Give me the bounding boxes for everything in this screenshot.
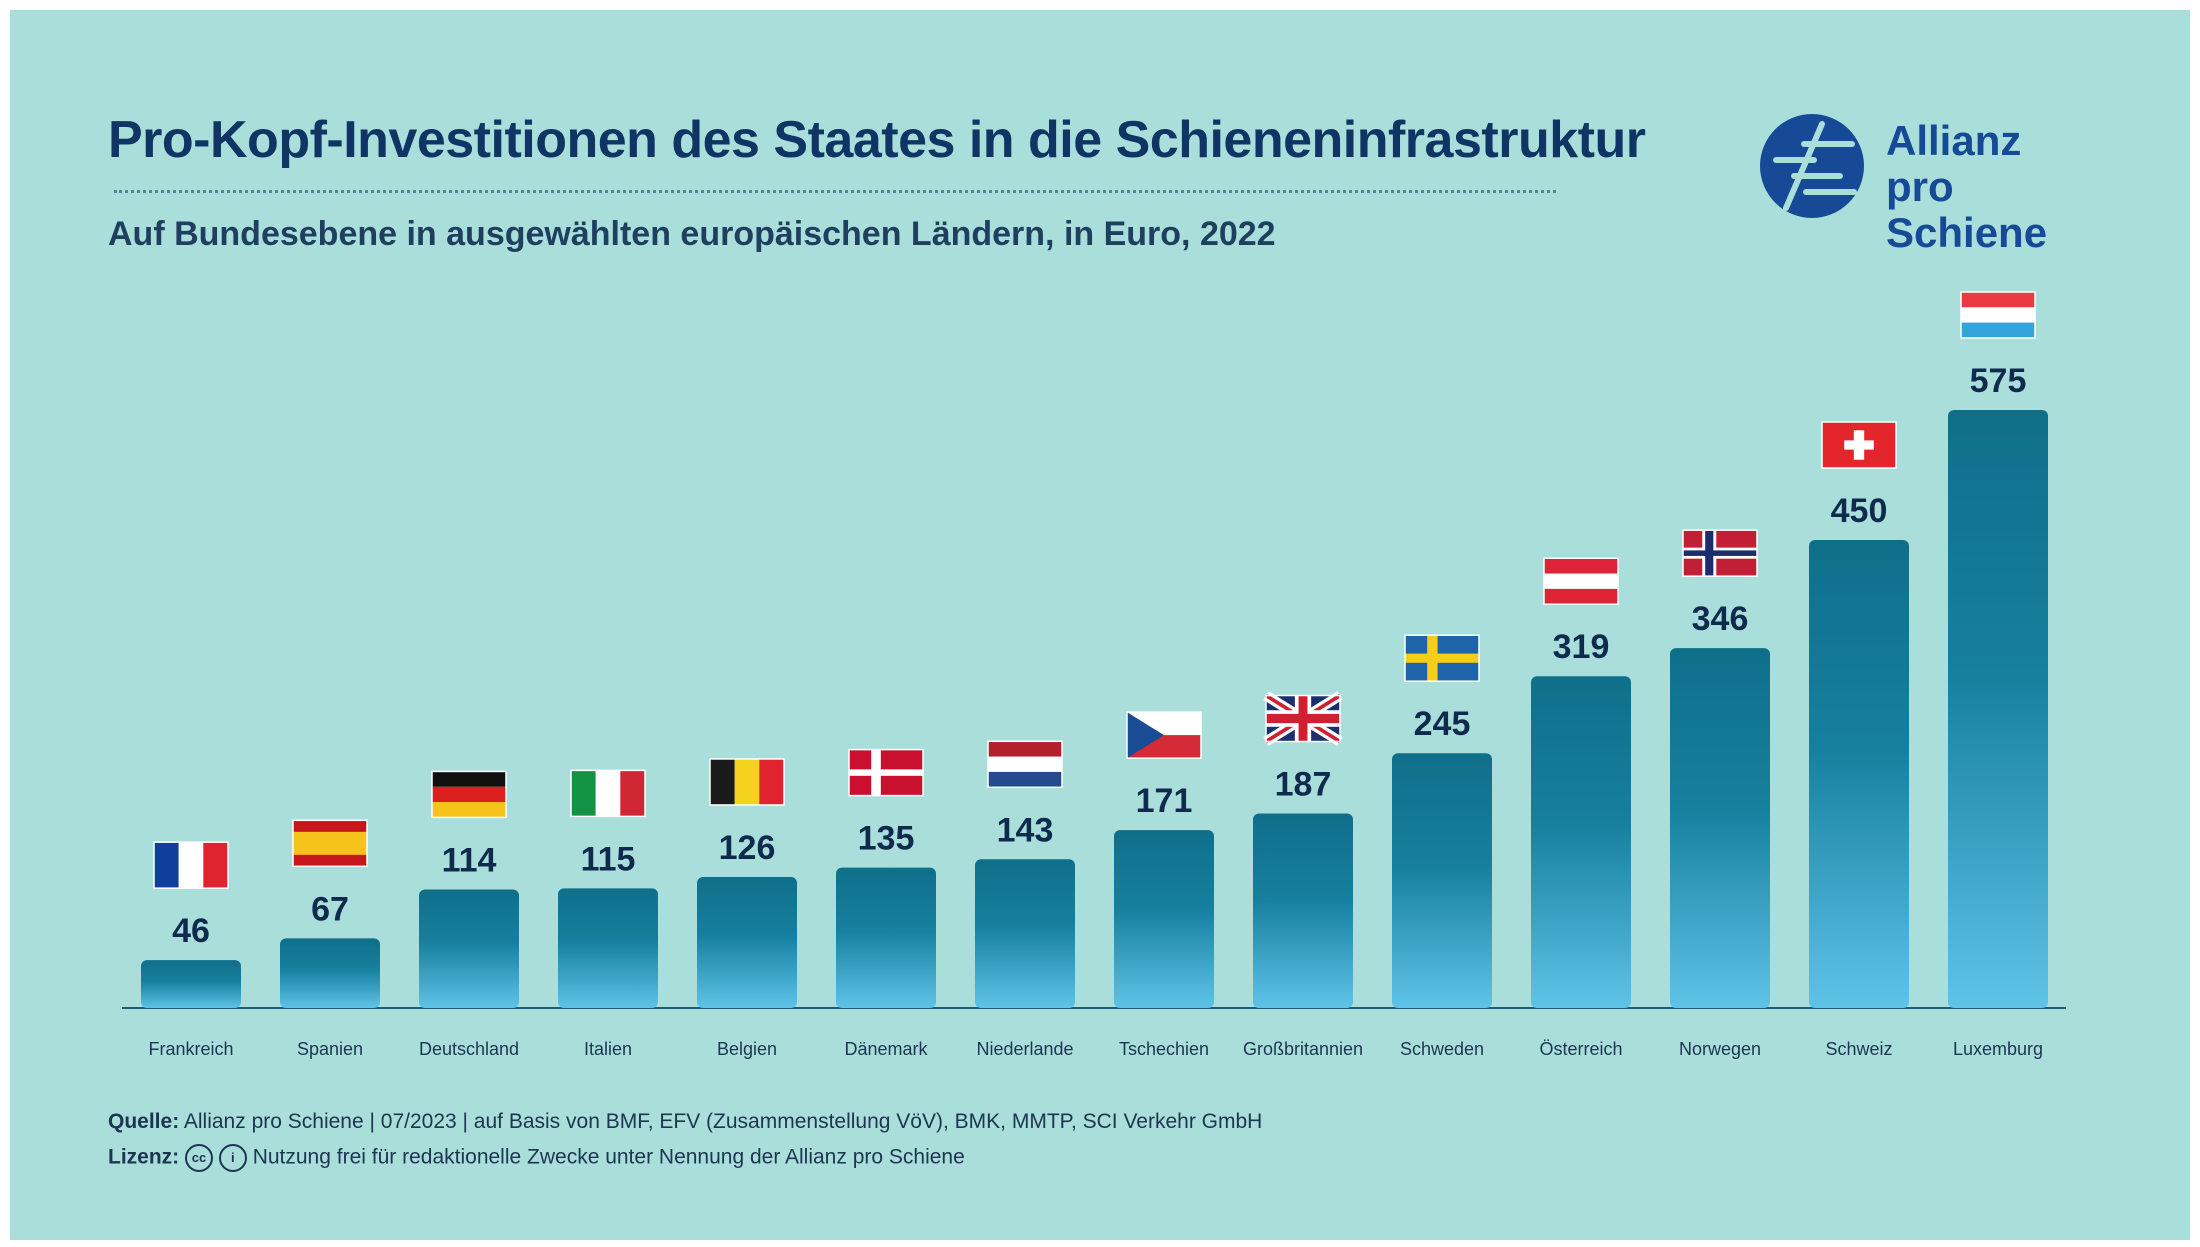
- source-label: Quelle:: [108, 1110, 180, 1133]
- value-label: 450: [1831, 492, 1888, 530]
- value-label: 126: [719, 829, 776, 867]
- category-label: Österreich: [1539, 1039, 1622, 1059]
- bar-deutschland: [419, 889, 519, 1008]
- value-label: 319: [1553, 628, 1610, 666]
- creative-commons-icon: cc: [185, 1144, 214, 1172]
- flag-cz-icon: [1126, 711, 1202, 759]
- bar-chart: 46 Frankreich 67 Spanien 114 Deutschland 115 It…: [122, 291, 2066, 1059]
- infographic-card: Pro-Kopf-Investitionen des Staates in di…: [10, 10, 2190, 1240]
- flag-gb-icon: [1263, 691, 1343, 746]
- value-label: 46: [172, 912, 210, 950]
- license-label: Lizenz:: [108, 1145, 180, 1169]
- flag-es-icon: [292, 819, 368, 868]
- value-label: 67: [311, 890, 349, 928]
- category-label: Norwegen: [1679, 1039, 1761, 1059]
- bar-italien: [558, 888, 658, 1008]
- allianz-pro-schiene-logo-icon: [1760, 114, 1864, 218]
- brand-logo: Allianz pro Schiene: [1756, 110, 2126, 256]
- bar-österreich: [1531, 676, 1631, 1008]
- value-label: 171: [1136, 782, 1193, 820]
- category-label: Dänemark: [844, 1039, 928, 1059]
- bar-schweiz: [1809, 540, 1909, 1008]
- brand-logo-text: Allianz pro Schiene: [1886, 118, 2126, 256]
- footer: Quelle: Allianz pro Schiene | 07/2023 | …: [108, 1110, 1262, 1182]
- flag-it-icon: [570, 769, 646, 818]
- flag-lu-icon: [1960, 291, 2036, 339]
- bar-frankreich: [141, 960, 241, 1008]
- bar-großbritannien: [1253, 813, 1353, 1008]
- bar-belgien: [697, 876, 797, 1008]
- license-line: Lizenz: cc i Nutzung frei für redaktione…: [108, 1144, 1262, 1172]
- license-text: Nutzung frei für redaktionelle Zwecke un…: [252, 1145, 965, 1169]
- chart-subtitle: Auf Bundesebene in ausgewählten europäis…: [108, 215, 1276, 253]
- category-label: Frankreich: [148, 1039, 233, 1059]
- category-label: Niederlande: [976, 1039, 1073, 1059]
- flag-be-icon: [709, 758, 785, 806]
- value-label: 115: [581, 840, 636, 878]
- flag-nl-icon: [987, 740, 1063, 789]
- brand-line-1: Allianz: [1886, 117, 2022, 164]
- flag-dk-icon: [848, 748, 924, 797]
- value-label: 575: [1970, 362, 2027, 400]
- bar-schweden: [1392, 753, 1492, 1008]
- attribution-icon: i: [218, 1144, 247, 1172]
- value-label: 114: [442, 841, 497, 879]
- category-label: Luxemburg: [1953, 1039, 2043, 1059]
- category-label: Italien: [584, 1039, 632, 1059]
- flag-de-icon: [431, 770, 507, 819]
- bar-norwegen: [1670, 648, 1770, 1008]
- bar-tschechien: [1114, 830, 1214, 1008]
- flag-fr-icon: [153, 841, 229, 889]
- category-label: Großbritannien: [1243, 1039, 1363, 1059]
- flag-ch-icon: [1821, 421, 1897, 469]
- bar-spanien: [280, 938, 380, 1008]
- brand-line-2: pro Schiene: [1886, 163, 2048, 256]
- category-label: Tschechien: [1119, 1039, 1209, 1059]
- source-line: Quelle: Allianz pro Schiene | 07/2023 | …: [108, 1110, 1262, 1134]
- value-label: 135: [858, 820, 915, 858]
- category-label: Spanien: [297, 1039, 363, 1059]
- category-label: Schweden: [1400, 1039, 1484, 1059]
- flag-se-icon: [1404, 634, 1480, 682]
- value-label: 143: [997, 811, 1054, 849]
- source-text: Allianz pro Schiene | 07/2023 | auf Basi…: [183, 1110, 1263, 1133]
- value-label: 245: [1414, 705, 1471, 743]
- flag-at-icon: [1543, 557, 1619, 605]
- value-label: 346: [1692, 600, 1749, 638]
- value-label: 187: [1275, 766, 1332, 804]
- chart-title: Pro-Kopf-Investitionen des Staates in di…: [108, 111, 1646, 169]
- bar-niederlande: [975, 859, 1075, 1008]
- category-label: Belgien: [717, 1039, 777, 1059]
- bar-dänemark: [836, 867, 936, 1008]
- flag-no-icon: [1682, 529, 1758, 577]
- category-label: Deutschland: [419, 1039, 519, 1059]
- category-label: Schweiz: [1825, 1039, 1892, 1059]
- title-divider: [114, 190, 1556, 193]
- bar-luxemburg: [1948, 410, 2048, 1008]
